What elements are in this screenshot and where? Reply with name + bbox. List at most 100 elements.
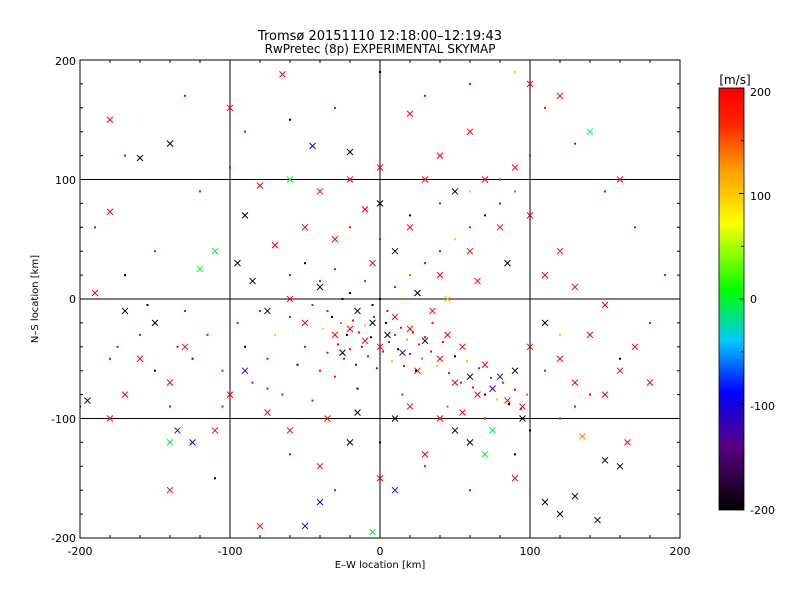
data-point-x	[556, 510, 564, 518]
y-tick-labels: -200 -100 0 100 200	[51, 55, 76, 545]
data-point-dot	[343, 357, 345, 360]
data-point-dot	[397, 348, 399, 351]
data-point-x	[84, 397, 91, 404]
data-point-x	[601, 391, 609, 398]
data-point-x	[481, 450, 489, 458]
data-point-x	[106, 415, 114, 422]
data-point-x	[421, 176, 429, 183]
data-point-dot	[337, 343, 339, 346]
data-point-x	[279, 70, 286, 78]
data-point-x	[226, 104, 234, 112]
data-point-dot	[331, 315, 333, 318]
data-point-dot	[514, 453, 516, 456]
data-point-dot	[221, 369, 224, 372]
data-point-dot	[520, 407, 522, 410]
data-point-dot	[409, 274, 411, 277]
data-point-x	[286, 427, 294, 434]
data-point-dot	[251, 381, 254, 384]
data-point-x	[211, 247, 219, 255]
data-point-dot	[499, 202, 501, 205]
data-point-dot	[358, 331, 360, 334]
data-point-dot	[340, 321, 342, 324]
data-point-dot	[266, 387, 269, 390]
data-point-dot	[526, 393, 528, 396]
data-point-x	[616, 462, 624, 470]
data-point-x	[616, 176, 624, 183]
data-point-dot	[334, 106, 336, 109]
data-point-x	[406, 223, 414, 231]
y-tick-label: 0	[69, 293, 76, 306]
data-point-x	[406, 110, 414, 118]
data-point-dot	[349, 226, 351, 229]
data-point-dot	[326, 351, 329, 354]
data-point-dot	[289, 315, 291, 318]
data-point-dot	[421, 357, 423, 360]
data-point-x	[466, 439, 474, 446]
data-point-x	[369, 319, 376, 327]
data-point-x	[226, 391, 234, 398]
data-point-dot	[559, 333, 561, 336]
data-point-dot	[478, 367, 480, 370]
data-point-x	[376, 474, 384, 482]
data-point-x	[466, 247, 474, 255]
data-point-dot	[236, 321, 239, 324]
data-point-dot	[400, 326, 402, 329]
data-point-dot	[385, 321, 387, 324]
data-point-x	[189, 439, 196, 446]
data-point-x	[361, 337, 369, 345]
data-point-dot	[424, 94, 426, 97]
data-point-x	[526, 211, 534, 219]
data-point-dot	[469, 82, 471, 85]
data-point-dot	[244, 130, 246, 133]
data-point-dot	[442, 341, 444, 344]
data-point-dot	[371, 303, 374, 306]
data-point-x	[361, 206, 369, 213]
colorbar-tick-label: -200	[750, 504, 775, 517]
chart-title: Tromsø 20151110 12:18:00–12:19:43	[257, 29, 502, 44]
data-point-x	[594, 516, 601, 524]
data-point-dot	[322, 327, 324, 330]
data-point-dot	[367, 355, 369, 358]
colorbar-tick-label: 100	[750, 190, 771, 203]
data-point-dot	[484, 214, 486, 217]
axis-ticks	[79, 59, 681, 539]
data-point-dot	[319, 280, 321, 283]
x-tick-labels: -200 -100 0 100 200	[68, 545, 691, 558]
data-point-dot	[355, 363, 357, 366]
data-point-x	[444, 331, 451, 339]
data-point-x	[616, 367, 624, 375]
data-point-dot	[274, 333, 276, 336]
data-point-dot	[184, 94, 186, 97]
data-point-dot	[352, 319, 354, 322]
data-point-x	[466, 128, 474, 136]
data-point-x	[121, 391, 129, 398]
data-point-x	[106, 116, 114, 124]
data-point-dot	[221, 405, 224, 408]
colorbar-label: [m/s]	[719, 73, 750, 87]
data-point-dot	[391, 360, 393, 363]
data-point-dot	[454, 355, 456, 358]
data-point-x	[436, 415, 444, 422]
data-point-x	[421, 450, 429, 458]
data-point-dot	[184, 309, 186, 312]
colorbar-tick-label: 0	[750, 293, 757, 306]
data-point-x	[556, 247, 564, 255]
x-tick-label: -200	[68, 545, 93, 558]
data-point-dot	[409, 214, 411, 217]
x-axis-label: E–W location [km]	[335, 560, 426, 571]
data-point-x	[369, 259, 376, 267]
data-point-dot	[139, 333, 141, 336]
data-point-dot	[356, 387, 359, 390]
y-tick-label: -200	[51, 532, 76, 545]
data-point-dot	[124, 154, 126, 157]
data-point-x	[571, 379, 579, 387]
data-point-x	[346, 148, 354, 156]
data-point-x	[316, 498, 324, 506]
data-point-x	[586, 331, 594, 339]
data-point-dot	[394, 333, 396, 336]
data-point-x	[301, 223, 309, 231]
data-point-dot	[508, 403, 510, 406]
data-point-dot	[382, 350, 384, 353]
data-point-x	[174, 427, 181, 434]
data-point-dot	[259, 309, 261, 312]
